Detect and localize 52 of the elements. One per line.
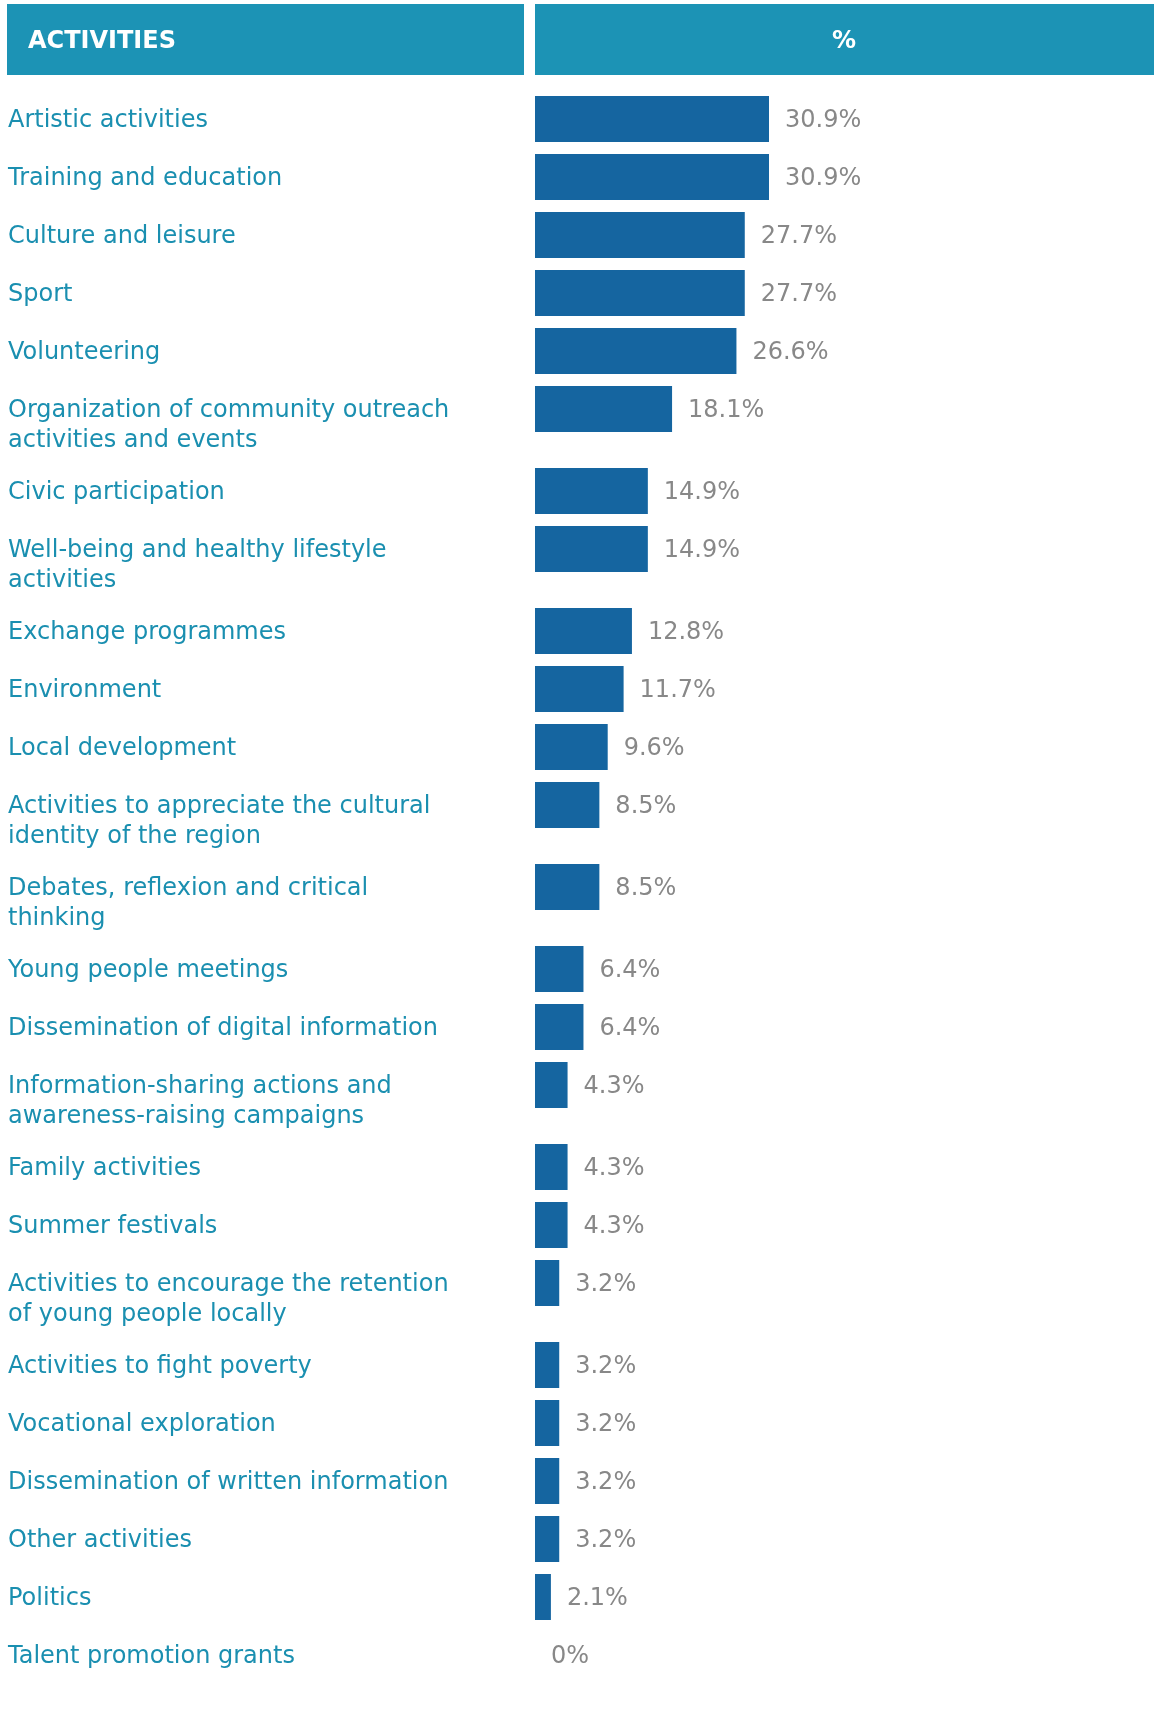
data-label: 3.2% — [575, 1409, 637, 1438]
data-label: 2.1% — [566, 1583, 628, 1612]
data-label: 14.9% — [663, 535, 741, 564]
y-tick-label: Civic participation — [8, 477, 225, 506]
y-tick-label: Talent promotion grants — [7, 1641, 295, 1670]
y-tick-label: Dissemination of written information — [8, 1467, 449, 1496]
y-tick-label: Well-being and healthy lifestyle activities — [8, 535, 387, 594]
data-label: 4.3% — [583, 1211, 645, 1240]
y-tick-label: Summer festivals — [8, 1211, 218, 1240]
y-tick-label: Information-sharing actions and awareness-raising campaigns — [8, 1071, 392, 1130]
y-tick-label: Activities to encourage the retention of young people locally — [8, 1269, 449, 1328]
data-label: 3.2% — [575, 1467, 637, 1496]
data-label: 8.5% — [615, 873, 677, 902]
y-tick-label: Environment — [8, 675, 162, 704]
data-label: 6.4% — [599, 1013, 661, 1042]
x-axis-title: % — [831, 26, 857, 55]
y-tick-label: Activities to appreciate the cultural identity of the region — [8, 791, 431, 850]
y-tick-label: Training and education — [7, 163, 283, 192]
y-tick-label: Family activities — [8, 1153, 202, 1182]
data-label: 18.1% — [688, 395, 765, 424]
data-label: 27.7% — [760, 221, 838, 250]
data-label: 14.9% — [663, 477, 741, 506]
y-tick-label: Activities to fight poverty — [8, 1351, 312, 1380]
y-tick-label: Sport — [8, 279, 73, 308]
y-tick-label: Local development — [8, 733, 237, 762]
data-label: 8.5% — [615, 791, 677, 820]
y-tick-label: Volunteering — [8, 337, 161, 366]
y-tick-label: Debates, reflexion and critical thinking — [8, 873, 369, 932]
y-tick-label: Politics — [8, 1583, 92, 1612]
data-label: 4.3% — [583, 1153, 645, 1182]
data-label: 0% — [551, 1641, 590, 1670]
data-label: 11.7% — [639, 675, 716, 704]
y-tick-label: Artistic activities — [8, 105, 208, 134]
data-label: 12.8% — [647, 617, 725, 646]
data-label: 30.9% — [785, 163, 862, 192]
data-label: 6.4% — [599, 955, 661, 984]
y-tick-label: Exchange programmes — [8, 617, 286, 646]
data-label: 9.6% — [623, 733, 685, 762]
y-tick-label: Vocational exploration — [8, 1409, 276, 1438]
data-label: 30.9% — [785, 105, 862, 134]
data-label: 27.7% — [760, 279, 838, 308]
y-axis-title: ACTIVITIES — [28, 26, 176, 55]
y-tick-label: Dissemination of digital information — [8, 1013, 438, 1042]
y-tick-label: Organization of community outreach activities and events — [8, 395, 450, 454]
data-label: 3.2% — [575, 1525, 637, 1554]
data-label: 3.2% — [575, 1269, 637, 1298]
y-tick-label: Culture and leisure — [8, 221, 236, 250]
data-label: 3.2% — [575, 1351, 637, 1380]
y-tick-label: Other activities — [8, 1525, 192, 1554]
data-label: 4.3% — [583, 1071, 645, 1100]
y-tick-label: Young people meetings — [7, 955, 289, 984]
data-label: 26.6% — [752, 337, 829, 366]
